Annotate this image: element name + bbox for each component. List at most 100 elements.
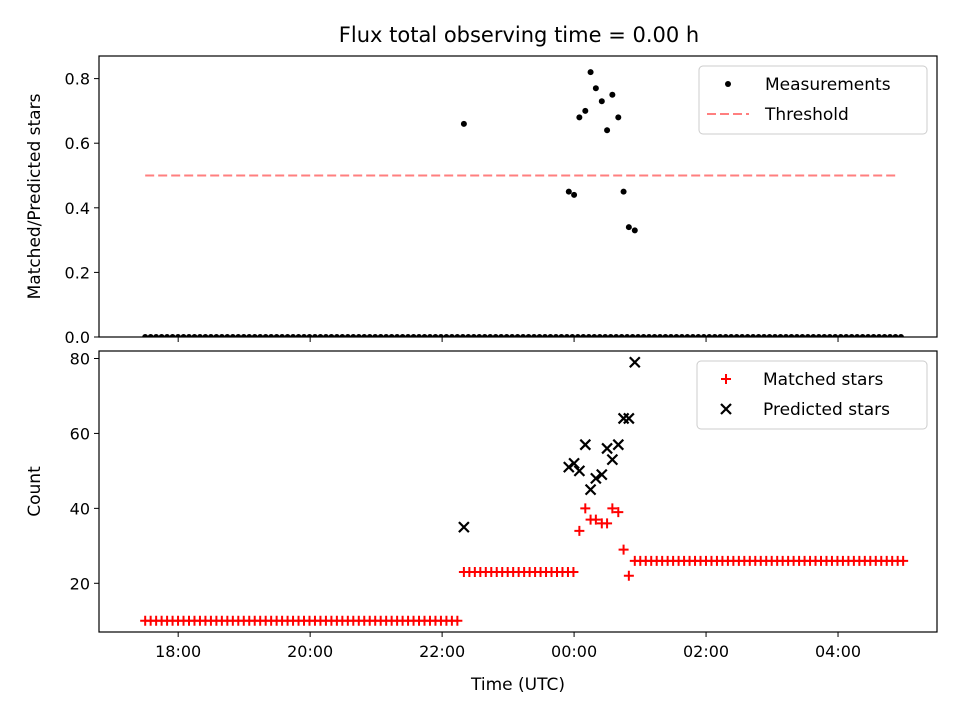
- data-point: [799, 334, 806, 337]
- data-point: [609, 91, 616, 98]
- data-point: [571, 191, 578, 198]
- legend-label: Predicted stars: [763, 400, 890, 420]
- data-point: [733, 334, 740, 337]
- legend-box: [696, 360, 928, 430]
- x-tick-label: 22:00: [419, 642, 465, 661]
- data-point: [772, 334, 779, 337]
- data-point: [744, 334, 751, 337]
- data-point: [596, 334, 603, 337]
- figure-title: Flux total observing time = 0.00 h: [339, 23, 699, 47]
- x-tick-label: 18:00: [155, 642, 201, 661]
- x-tick-label: 04:00: [815, 642, 861, 661]
- data-point: [761, 334, 768, 337]
- data-point: [602, 334, 609, 337]
- data-point: [525, 334, 532, 337]
- data-point: [410, 334, 417, 337]
- data-point: [565, 188, 572, 195]
- data-point: [207, 334, 214, 337]
- data-point: [625, 224, 632, 231]
- data-point: [606, 453, 619, 466]
- data-point: [142, 334, 149, 337]
- top-panel: 0.0 0.2 0.4 0.6 0.8 Matched/Predicted stars Me…: [25, 55, 938, 347]
- data-point: [229, 334, 236, 337]
- legend-label: Threshold: [764, 105, 849, 125]
- data-layer: [142, 69, 904, 337]
- data-point: [579, 438, 592, 451]
- data-point: [810, 334, 817, 337]
- y-axis-label: Matched/Predicted stars: [25, 93, 45, 299]
- data-point: [552, 334, 559, 337]
- data-point: [859, 334, 866, 337]
- data-point: [547, 334, 554, 337]
- data-point: [262, 334, 269, 337]
- data-point: [459, 334, 466, 337]
- data-point: [350, 334, 357, 337]
- data-point: [592, 85, 599, 92]
- data-point: [246, 334, 253, 337]
- data-point: [306, 334, 313, 337]
- data-point: [607, 503, 618, 514]
- data-point: [837, 334, 844, 337]
- data-point: [394, 334, 401, 337]
- data-point: [673, 334, 680, 337]
- data-point: [826, 334, 833, 337]
- data-point: [821, 334, 828, 337]
- data-point: [623, 412, 635, 425]
- data-point: [452, 615, 463, 626]
- data-point: [470, 334, 477, 337]
- data-point: [848, 334, 855, 337]
- data-point: [568, 567, 579, 578]
- data-point: [169, 334, 176, 337]
- x-tick-label: 20:00: [287, 642, 333, 661]
- data-point: [631, 227, 638, 234]
- data-point: [268, 334, 275, 337]
- data-point: [213, 334, 220, 337]
- y-tick-label: 0.4: [65, 199, 90, 218]
- data-point: [624, 334, 631, 337]
- y-tick-label: 0.0: [65, 328, 90, 347]
- data-point: [590, 472, 602, 485]
- legend: Matched stars Predicted stars: [696, 360, 928, 430]
- data-point: [615, 114, 622, 121]
- data-point: [684, 334, 691, 337]
- data-point: [793, 334, 800, 337]
- data-point: [635, 334, 642, 337]
- data-point: [815, 334, 822, 337]
- data-point: [667, 334, 674, 337]
- data-point: [372, 334, 379, 337]
- y-tick-label: 0.2: [65, 263, 90, 282]
- data-point: [750, 334, 757, 337]
- legend-box: [698, 65, 928, 135]
- data-point: [339, 334, 346, 337]
- x-tick-label: 02:00: [683, 642, 729, 661]
- data-point: [191, 334, 198, 337]
- data-point: [405, 334, 412, 337]
- data-point: [618, 334, 625, 337]
- data-point: [728, 334, 735, 337]
- data-point: [574, 525, 585, 536]
- y-axis-label: Count: [25, 466, 45, 517]
- data-point: [317, 334, 324, 337]
- y-tick-label: 20: [70, 574, 90, 593]
- data-point: [175, 334, 182, 337]
- data-point: [788, 334, 795, 337]
- data-point: [569, 334, 576, 337]
- data-point: [782, 334, 789, 337]
- data-point: [377, 334, 384, 337]
- data-point: [887, 334, 894, 337]
- data-point: [651, 334, 658, 337]
- data-point: [604, 127, 611, 134]
- data-point: [695, 334, 702, 337]
- data-point: [563, 334, 570, 337]
- data-point: [333, 334, 340, 337]
- legend-marker: [720, 403, 732, 415]
- data-point: [503, 334, 510, 337]
- data-point: [290, 334, 297, 337]
- data-point: [180, 334, 187, 337]
- data-point: [607, 334, 614, 337]
- data-point: [596, 468, 608, 481]
- data-point: [711, 334, 718, 337]
- data-point: [235, 334, 242, 337]
- data-point: [240, 334, 247, 337]
